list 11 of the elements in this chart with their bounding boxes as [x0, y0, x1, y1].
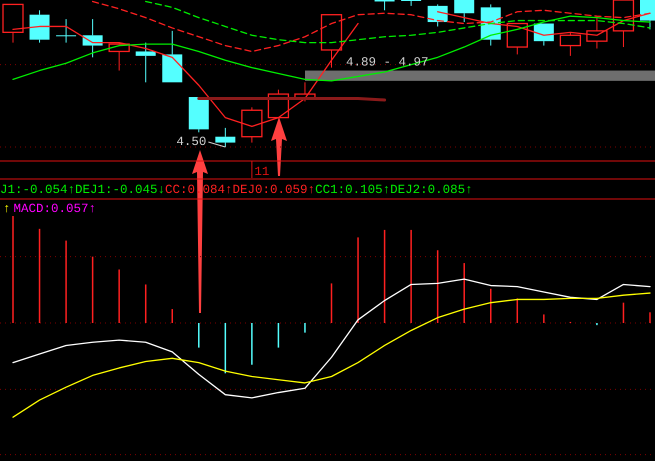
- text: J1:-0.054↑: [0, 183, 76, 197]
- candlestick: [215, 127, 236, 148]
- candlestick: [586, 17, 608, 50]
- annotation: 4.50: [176, 135, 206, 149]
- text: DEJ0:0.059↑: [232, 183, 316, 197]
- annotation: MACD:0.057↑: [14, 202, 96, 216]
- annotation: ↑: [3, 202, 11, 216]
- text: DEJ2:0.085↑: [390, 183, 473, 197]
- text: DEJ1:-0.045↓: [75, 183, 166, 197]
- x-tick-label: 11: [254, 165, 270, 179]
- text: CC1:0.105↑: [315, 183, 390, 197]
